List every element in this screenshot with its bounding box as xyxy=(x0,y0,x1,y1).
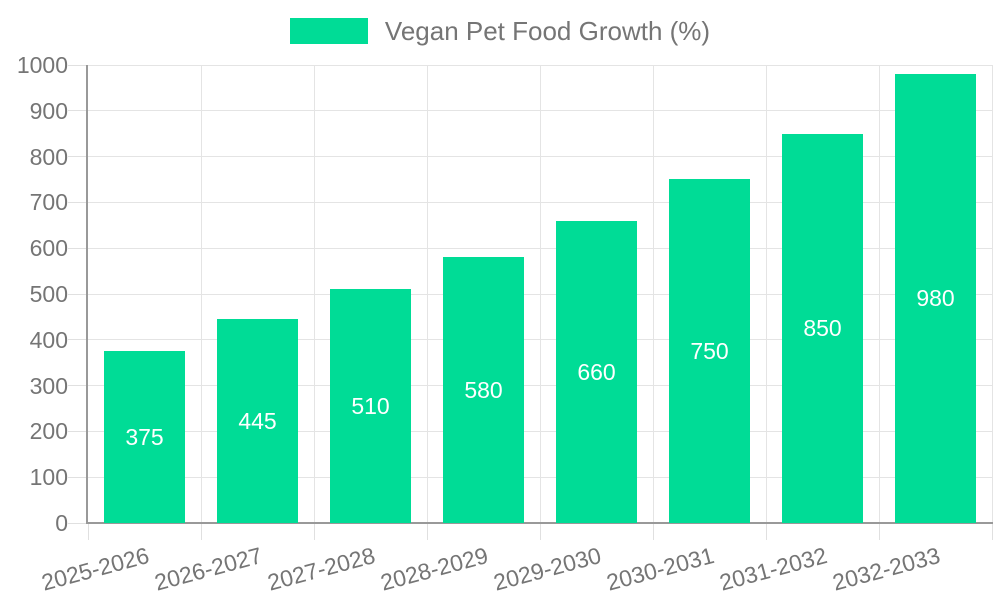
y-axis-label: 400 xyxy=(29,326,68,353)
bar-value-label: 750 xyxy=(690,337,729,364)
x-axis-tick xyxy=(426,524,428,540)
y-axis-label: 500 xyxy=(29,281,68,307)
bar[interactable]: 660 xyxy=(556,221,637,523)
y-axis-tick xyxy=(68,339,86,341)
bar-value-label: 580 xyxy=(464,376,503,403)
x-axis-tick xyxy=(539,524,541,540)
bar[interactable]: 510 xyxy=(330,289,411,523)
bar[interactable]: 375 xyxy=(104,351,185,523)
x-axis-tick xyxy=(200,524,202,540)
y-axis-tick xyxy=(68,293,86,295)
y-axis-label: 900 xyxy=(29,97,68,124)
y-axis-tick xyxy=(68,247,86,249)
x-axis-label: 2026-2027 xyxy=(151,542,265,596)
x-axis-label: 2031-2032 xyxy=(716,542,830,596)
y-axis-label: 1000 xyxy=(16,52,68,78)
y-axis-label: 200 xyxy=(29,418,68,445)
bar-value-label: 660 xyxy=(577,358,616,385)
legend-label: Vegan Pet Food Growth (%) xyxy=(384,16,711,46)
y-axis-tick xyxy=(68,156,86,158)
x-axis-tick xyxy=(87,524,89,540)
gridline-vertical xyxy=(765,65,767,522)
x-axis-line xyxy=(86,522,993,524)
x-axis-tick xyxy=(652,524,654,540)
y-axis-label: 600 xyxy=(29,235,68,262)
bar[interactable]: 750 xyxy=(669,179,750,523)
y-axis-tick xyxy=(68,201,86,203)
x-axis-tick xyxy=(765,524,767,540)
bar[interactable]: 580 xyxy=(443,257,524,523)
bar[interactable]: 445 xyxy=(217,319,298,523)
gridline-vertical xyxy=(652,65,654,522)
legend: Vegan Pet Food Growth (%) xyxy=(0,17,1000,45)
x-axis-label: 2029-2030 xyxy=(490,542,604,596)
y-axis-tick xyxy=(68,430,86,432)
bar[interactable]: 980 xyxy=(895,74,976,523)
gridline-vertical xyxy=(878,65,880,522)
y-axis-tick xyxy=(68,385,86,387)
y-axis-label: 300 xyxy=(29,372,68,399)
x-axis-tick xyxy=(878,524,880,540)
x-axis-tick xyxy=(991,524,993,540)
bar-value-label: 850 xyxy=(803,315,842,341)
y-axis-label: 100 xyxy=(29,464,68,491)
gridline-vertical xyxy=(200,65,202,522)
gridline-vertical xyxy=(991,65,993,522)
legend-swatch xyxy=(289,18,368,44)
gridline-vertical xyxy=(539,65,541,522)
bar-value-label: 375 xyxy=(125,423,164,450)
bar-value-label: 980 xyxy=(916,285,955,311)
x-axis-label: 2028-2029 xyxy=(377,542,491,596)
x-axis-label: 2030-2031 xyxy=(603,542,717,596)
y-axis-tick xyxy=(68,110,86,112)
y-axis-tick xyxy=(68,64,86,66)
bar-value-label: 510 xyxy=(351,392,390,419)
x-axis-label: 2025-2026 xyxy=(38,542,152,596)
y-axis-tick xyxy=(68,476,86,478)
y-axis-tick xyxy=(68,522,86,524)
x-axis-label: 2032-2033 xyxy=(829,542,943,596)
y-axis-line xyxy=(86,65,88,524)
bar-value-label: 445 xyxy=(238,407,277,434)
legend-item[interactable]: Vegan Pet Food Growth (%) xyxy=(289,16,711,46)
y-axis-label: 800 xyxy=(29,143,68,170)
y-axis-label: 0 xyxy=(55,510,68,536)
gridline-vertical xyxy=(426,65,428,522)
x-axis-tick xyxy=(313,524,315,540)
bar[interactable]: 850 xyxy=(782,134,863,523)
x-axis-label: 2027-2028 xyxy=(264,542,378,596)
y-axis-label: 700 xyxy=(29,189,68,216)
gridline-vertical xyxy=(313,65,315,522)
